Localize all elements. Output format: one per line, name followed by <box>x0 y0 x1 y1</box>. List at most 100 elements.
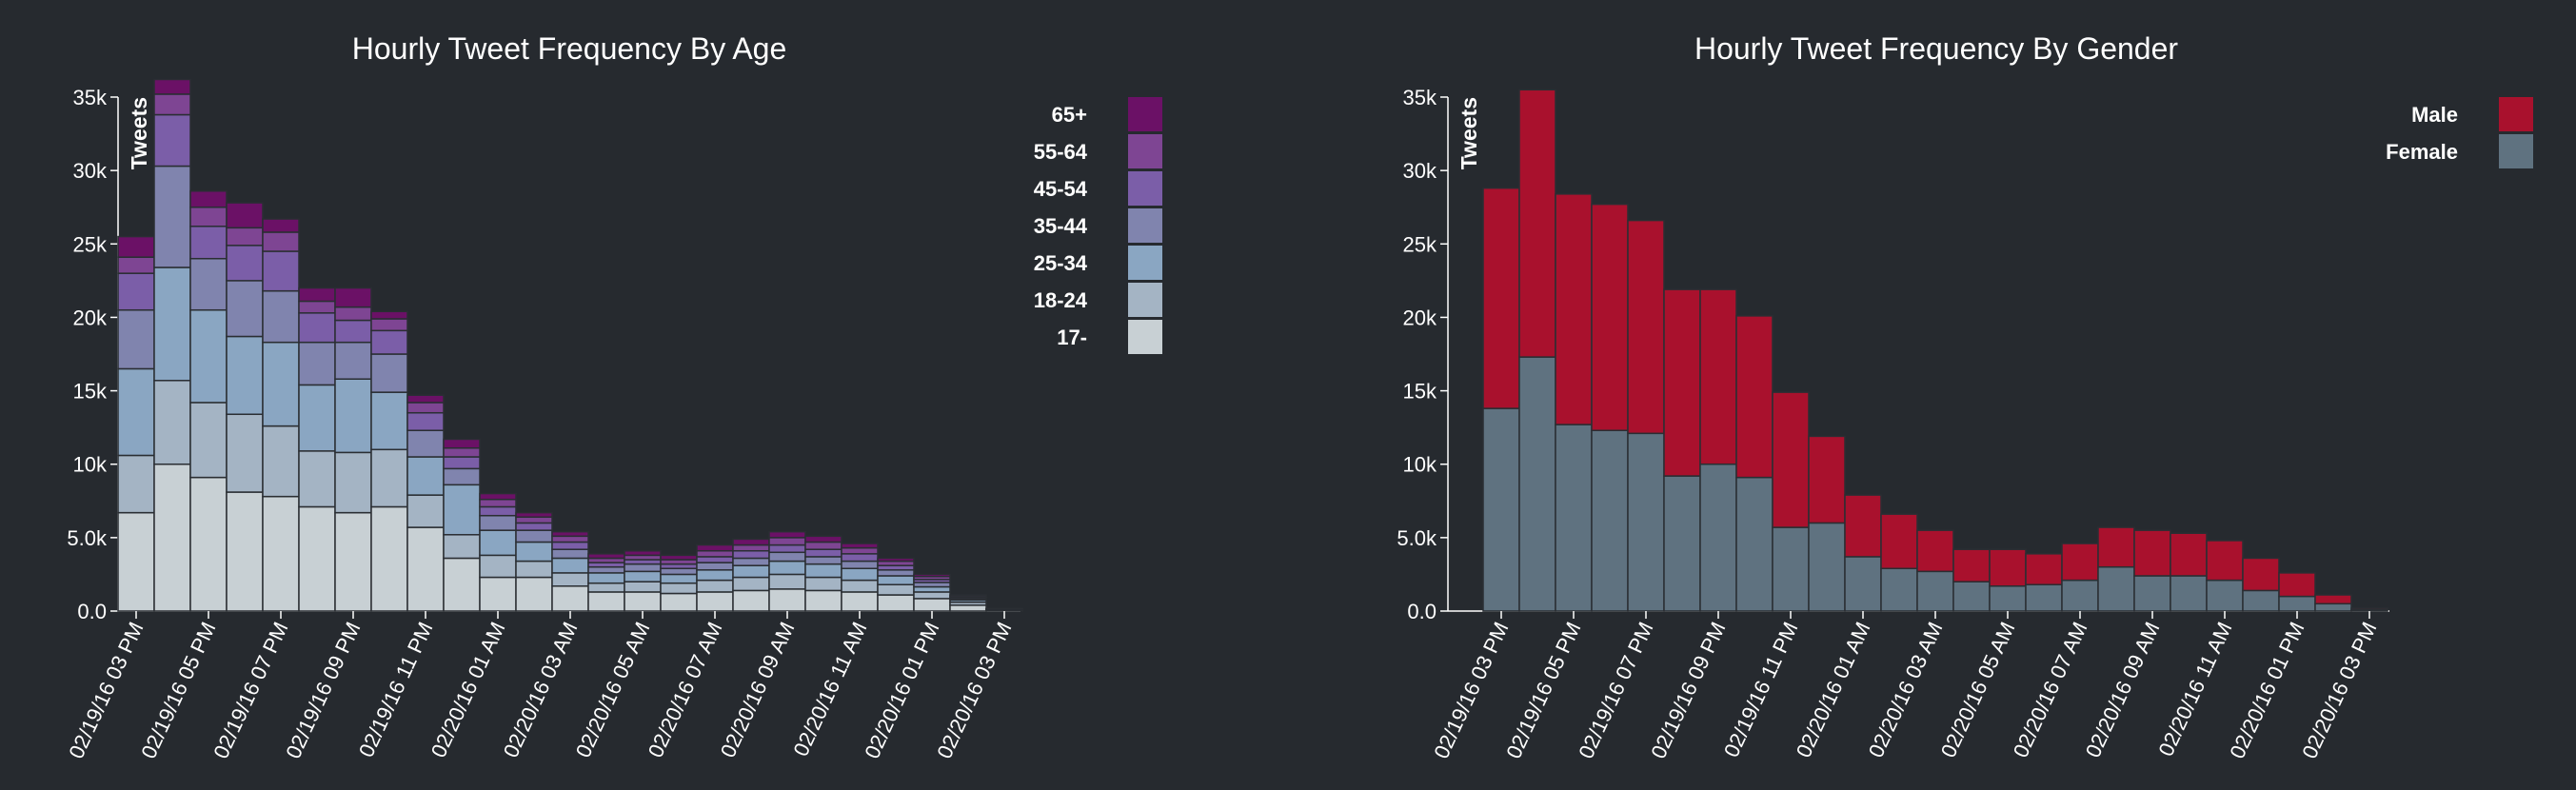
age-ytick-label: 15k <box>73 380 108 404</box>
age-xtick-label: 02/20/16 01 AM <box>426 619 510 761</box>
age-bar-35-44-5 <box>298 341 336 386</box>
gender-bar-male-16 <box>2061 543 2099 582</box>
gender-ytick-label: 10k <box>1403 453 1437 477</box>
gender-bar-male-22 <box>2278 572 2316 598</box>
age-bar-18-24-19 <box>804 576 842 592</box>
age-bar-55-64-3 <box>226 227 264 247</box>
age-bar-65-3 <box>226 202 264 229</box>
age-chart-title: Hourly Tweet Frequency By Age <box>352 31 787 66</box>
gender-xtick-label: 02/20/16 03 PM <box>2297 619 2381 762</box>
age-legend-label-35-44: 35-44 <box>1034 214 1088 238</box>
gender-ytick-label: 5.0k <box>1397 526 1437 550</box>
age-bar-55-64-7 <box>370 318 408 332</box>
age-legend-swatch-65 <box>1128 97 1162 131</box>
age-xtick-label: 02/20/16 07 AM <box>644 619 727 761</box>
gender-bar-female-15 <box>2025 583 2063 612</box>
age-legend-swatch-18-24 <box>1128 283 1162 317</box>
age-bar-65-5 <box>298 286 336 303</box>
age-bar-17-13 <box>587 591 625 612</box>
age-bar-25-34-21 <box>877 575 915 585</box>
gender-bar-male-0 <box>1482 187 1520 409</box>
gender-bar-male-9 <box>1808 435 1846 524</box>
age-bar-25-34-17 <box>732 564 770 579</box>
age-bar-35-44-9 <box>443 467 481 486</box>
age-bar-45-54-6 <box>334 319 372 344</box>
age-bar-25-34-20 <box>841 567 879 582</box>
gender-bar-male-19 <box>2170 532 2208 577</box>
age-bar-35-44-6 <box>334 341 372 380</box>
gender-legend-label-male: Male <box>2411 103 2458 127</box>
age-bar-18-24-0 <box>117 454 155 514</box>
age-ytick-label: 30k <box>73 159 108 183</box>
gender-bar-female-1 <box>1518 356 1556 612</box>
gender-bar-male-15 <box>2025 553 2063 585</box>
age-xtick-label: 02/20/16 09 AM <box>716 619 800 761</box>
age-bar-18-24-4 <box>262 425 300 498</box>
gender-bar-female-21 <box>2242 589 2280 612</box>
age-bar-65-20 <box>841 543 879 549</box>
age-bar-18-24-7 <box>370 448 408 508</box>
age-bar-35-44-12 <box>551 548 589 560</box>
age-xtick-label: 02/20/16 05 AM <box>571 619 655 761</box>
age-bar-55-64-9 <box>443 446 481 458</box>
age-legend-swatch-25-34 <box>1128 246 1162 280</box>
age-bar-35-44-18 <box>768 551 806 563</box>
age-xtick-label: 02/20/16 11 AM <box>788 619 871 760</box>
gender-bar-male-7 <box>1735 315 1773 479</box>
age-bar-18-24-8 <box>406 494 445 528</box>
age-bar-25-34-11 <box>515 541 553 563</box>
age-bar-35-44-11 <box>515 529 553 543</box>
age-legend-swatch-17 <box>1128 320 1162 354</box>
age-bar-25-34-13 <box>587 572 625 584</box>
gender-bar-male-17 <box>2097 526 2135 568</box>
gender-bar-female-13 <box>1952 581 1991 612</box>
age-bar-17-12 <box>551 585 589 612</box>
age-bar-17-10 <box>479 576 517 612</box>
age-bar-17-14 <box>624 591 662 612</box>
age-bar-35-44-7 <box>370 353 408 393</box>
age-bar-55-64-2 <box>189 206 228 227</box>
age-bar-65-10 <box>479 492 517 501</box>
gender-bar-female-2 <box>1555 424 1593 612</box>
age-legend-swatch-55-64 <box>1128 134 1162 168</box>
age-bar-65-15 <box>660 554 698 561</box>
age-bar-35-44-15 <box>660 567 698 576</box>
age-bar-25-34-19 <box>804 563 842 579</box>
age-legend-label-25-34: 25-34 <box>1034 251 1088 275</box>
gender-bar-female-16 <box>2061 579 2099 612</box>
age-bar-35-44-21 <box>877 569 915 577</box>
age-bar-25-34-14 <box>624 570 662 583</box>
age-bar-65-11 <box>515 511 553 519</box>
age-bar-17-20 <box>841 591 879 612</box>
gender-xtick-label: 02/19/16 05 PM <box>1501 619 1585 762</box>
age-bar-55-64-6 <box>334 306 372 322</box>
age-bar-35-44-16 <box>696 562 734 571</box>
gender-y-axis-label: Tweets <box>1456 97 1481 169</box>
gender-legend-swatch-male <box>2499 97 2533 131</box>
age-bar-35-44-2 <box>189 257 228 311</box>
gender-bar-female-14 <box>1989 585 2027 612</box>
gender-bar-female-8 <box>1772 526 1810 612</box>
age-bar-17-16 <box>696 591 734 612</box>
gender-bar-female-6 <box>1699 463 1737 612</box>
gender-bar-male-13 <box>1952 548 1991 583</box>
age-xtick-label: 02/19/16 05 PM <box>136 619 220 762</box>
age-bar-35-44-13 <box>587 565 625 574</box>
age-legend-swatch-45-54 <box>1128 171 1162 206</box>
gender-bar-male-4 <box>1627 219 1665 435</box>
age-bar-65-17 <box>732 538 770 546</box>
age-legend-label-17: 17- <box>1057 326 1087 349</box>
age-bar-18-24-9 <box>443 534 481 560</box>
gender-ytick-label: 30k <box>1403 159 1437 183</box>
age-legend-label-18-24: 18-24 <box>1034 288 1088 312</box>
age-bar-55-64-11 <box>515 516 553 524</box>
gender-bar-male-21 <box>2242 557 2280 592</box>
age-bar-17-15 <box>660 592 698 612</box>
age-bar-45-54-1 <box>153 113 191 168</box>
gender-bar-female-12 <box>1916 570 1954 612</box>
age-bar-55-64-16 <box>696 549 734 558</box>
age-bar-45-54-7 <box>370 329 408 355</box>
age-bar-25-34-8 <box>406 456 445 496</box>
age-bar-18-24-10 <box>479 554 517 579</box>
